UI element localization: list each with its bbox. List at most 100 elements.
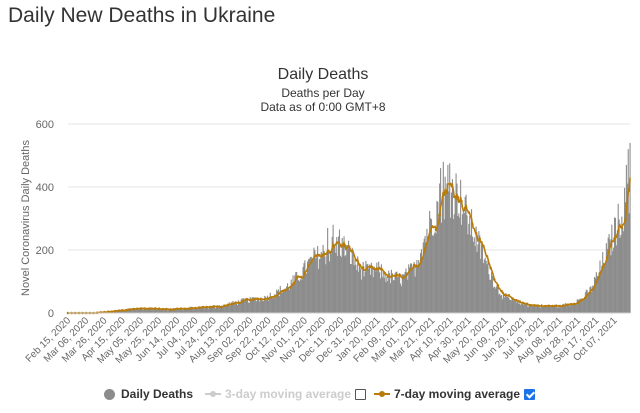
daily-deaths-bar [134,309,137,313]
daily-deaths-bar [555,305,557,313]
daily-deaths-bar [594,278,596,313]
daily-deaths-bar [183,308,185,313]
daily-deaths-bar [282,290,284,313]
daily-deaths-bar [629,142,631,313]
daily-deaths-bar [296,272,298,313]
daily-deaths-bar [527,307,529,313]
seven-day-average-point [234,301,237,305]
seven-day-average-point [536,304,540,307]
daily-deaths-bar [448,191,450,313]
seven-day-average-point [270,295,274,299]
daily-deaths-bar [614,217,617,313]
daily-deaths-bar [610,255,612,313]
daily-deaths-bar [505,293,507,313]
daily-deaths-bar [461,214,464,313]
daily-deaths-bar [624,187,626,313]
daily-deaths-bar [397,277,399,313]
seven-day-average-point [412,263,416,267]
daily-deaths-bar [491,275,494,313]
daily-deaths-bar [463,213,465,313]
line-dot-marker-icon [374,389,390,399]
seven-day-average-point [354,258,358,262]
daily-deaths-bar [203,305,205,313]
legend-7day-average[interactable]: 7-day moving average [374,383,520,405]
y-tick-labels: 0 200 400 600 [36,119,54,320]
daily-deaths-bar [215,307,218,313]
daily-deaths-bar [584,292,586,313]
daily-deaths-bar [477,244,479,313]
daily-deaths-bar [423,238,425,313]
daily-deaths-bar [543,305,545,313]
daily-deaths-bar [196,307,198,313]
daily-deaths-bar [518,303,520,313]
daily-deaths-bar [607,237,609,313]
daily-deaths-bar [234,302,236,313]
daily-deaths-bar [334,246,336,313]
seven-day-average-point [620,226,624,229]
daily-deaths-bar [450,192,453,313]
daily-deaths-bar [157,308,159,313]
daily-deaths-bar [399,283,402,313]
daily-deaths-bar [557,307,559,313]
seven-day-average-point [146,307,150,311]
daily-deaths-bar [416,259,418,313]
seven-day-average-point [554,304,558,308]
daily-deaths-bar [417,266,419,313]
seven-day-average-point [547,304,551,308]
daily-deaths-bar [498,294,500,313]
daily-deaths-bar [156,309,158,313]
daily-deaths-bar [373,266,375,313]
seven-day-average-point [165,307,168,311]
checkbox-7day-average[interactable] [524,389,535,400]
daily-deaths-bar [360,279,362,313]
daily-deaths-bar [342,245,344,313]
daily-deaths-bar [508,298,510,313]
daily-deaths-bar [254,300,256,313]
daily-deaths-bar [609,239,611,313]
daily-deaths-bar [187,308,189,313]
daily-deaths-bar [220,306,222,313]
legend-3day-average[interactable]: 3-day moving average [205,383,351,405]
daily-deaths-bar [536,306,538,313]
daily-deaths-bar [311,258,313,313]
seven-day-average-point [168,308,172,311]
seven-day-average-point [208,305,212,309]
daily-deaths-bar [171,308,173,313]
daily-deaths-bar [170,308,172,313]
daily-deaths-bar [174,308,177,313]
daily-deaths-bar [242,299,244,313]
daily-deaths-bar [616,233,618,313]
daily-deaths-bar [379,278,382,313]
daily-deaths-bar [511,298,514,313]
seven-day-average-point [336,241,339,244]
daily-deaths-bar [302,266,304,313]
checkbox-3day-average[interactable] [355,389,366,400]
daily-deaths-bar [195,307,198,313]
seven-day-average-point [372,267,376,271]
daily-deaths-bar [154,307,157,313]
daily-deaths-bar [327,227,329,313]
daily-deaths-bar [144,308,147,313]
daily-deaths-bar [491,272,493,313]
seven-day-average-point [613,237,616,240]
daily-deaths-bar [602,251,604,313]
daily-deaths-bar [368,264,371,313]
legend-daily-deaths[interactable]: Daily Deaths [104,383,193,405]
daily-deaths-bar [562,304,564,313]
daily-deaths-bar [362,261,364,313]
seven-day-average-point [573,302,576,306]
daily-deaths-bar [626,183,628,313]
daily-deaths-bar [600,270,602,313]
daily-deaths-bar [512,300,515,313]
daily-deaths-bar [559,307,561,313]
daily-deaths-bar [547,306,549,313]
daily-deaths-bar [145,308,147,313]
daily-deaths-bar [596,275,598,313]
daily-deaths-bar [494,288,496,313]
seven-day-average-point [460,199,463,203]
daily-deaths-bar [495,286,497,313]
seven-day-average-point [401,276,405,280]
daily-deaths-bar [182,309,184,313]
daily-deaths-bar [208,306,210,313]
daily-deaths-bar [135,308,137,313]
